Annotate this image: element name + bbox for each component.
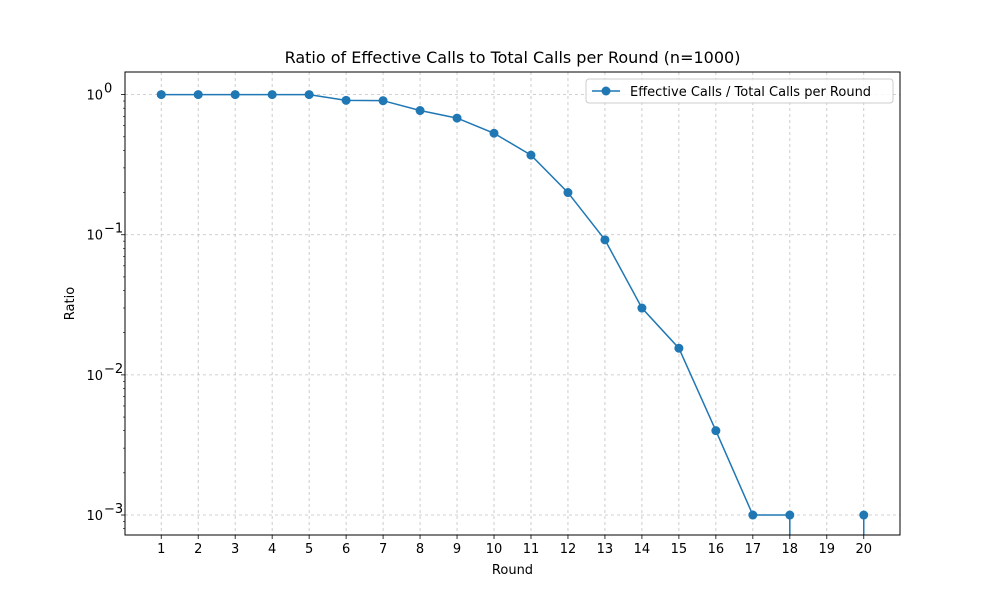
y-tick-exponent: −2 (104, 362, 123, 377)
y-tick-base: 10 (86, 369, 103, 384)
y-tick-exponent: 0 (104, 82, 112, 97)
x-tick-label: 2 (194, 542, 202, 557)
y-tick-base: 10 (86, 229, 103, 244)
y-tick-exponent: −3 (104, 502, 123, 517)
x-tick-label: 8 (416, 542, 424, 557)
y-tick-label: 10 −2 (86, 362, 123, 384)
x-tick-label: 13 (597, 542, 614, 557)
plot-frame (124, 71, 901, 536)
grid (125, 72, 900, 535)
data-point (748, 510, 758, 520)
x-tick-label: 5 (305, 542, 313, 557)
legend: Effective Calls / Total Calls per Round (585, 78, 894, 104)
x-tick-label: 11 (523, 542, 540, 557)
y-tick-exponent: −1 (104, 222, 123, 237)
x-axis-label: Round (492, 563, 533, 578)
data-point (563, 188, 573, 198)
data-point (489, 128, 499, 138)
data-point (637, 303, 647, 313)
y-tick-label: 10 −1 (86, 222, 123, 244)
x-tick-label: 1 (157, 542, 165, 557)
legend-entry-label: Effective Calls / Total Calls per Round (630, 85, 871, 100)
data-point (785, 510, 795, 520)
legend-marker-swatch (601, 86, 611, 96)
y-tick-base: 10 (86, 89, 103, 104)
y-tick-label: 10 −3 (86, 502, 123, 524)
y-tick-base: 10 (86, 509, 103, 524)
data-point (526, 150, 536, 160)
data-point (341, 95, 351, 105)
data-point (267, 90, 277, 100)
data-point (193, 90, 203, 100)
x-tick-label: 16 (708, 542, 725, 557)
x-tick-label: 19 (819, 542, 836, 557)
data-point (415, 106, 425, 116)
x-tick-label: 15 (671, 542, 688, 557)
data-point (859, 510, 869, 520)
x-tick-label: 4 (268, 542, 276, 557)
legend-box (585, 78, 894, 104)
y-tick-label: 10 0 (86, 82, 112, 104)
data-point (452, 113, 462, 123)
x-tick-label: 17 (745, 542, 762, 557)
x-tick-label: 7 (379, 542, 387, 557)
data-point (600, 235, 610, 245)
x-tick-label: 12 (560, 542, 577, 557)
data-point (156, 90, 166, 100)
x-tick-label: 14 (634, 542, 651, 557)
x-tick-label: 9 (453, 542, 461, 557)
data-point (674, 343, 684, 353)
x-tick-label: 20 (855, 542, 872, 557)
data-point (711, 426, 721, 436)
data-point (304, 90, 314, 100)
series-layer (156, 90, 869, 535)
x-tick-label: 10 (486, 542, 503, 557)
x-tick-label: 18 (782, 542, 799, 557)
x-tick-label: 3 (231, 542, 239, 557)
y-axis-label: Ratio (63, 287, 78, 320)
x-tick-label: 6 (342, 542, 350, 557)
data-point (378, 96, 388, 106)
data-point (230, 90, 240, 100)
chart-title: Ratio of Effective Calls to Total Calls … (285, 48, 741, 67)
